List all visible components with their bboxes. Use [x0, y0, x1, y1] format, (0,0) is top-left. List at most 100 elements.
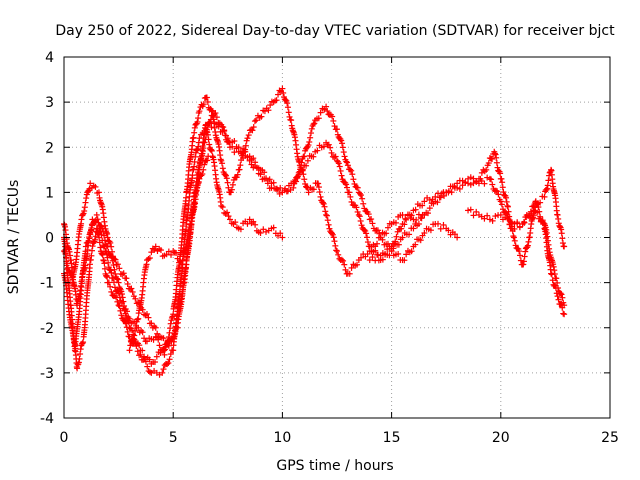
trace-mark [299, 166, 306, 173]
trace-mark [331, 123, 338, 130]
data-point [126, 347, 133, 354]
trace-mark [88, 252, 95, 259]
trace-mark [252, 221, 259, 228]
trace-mark [499, 179, 506, 186]
x-tick-label: 10 [273, 430, 291, 446]
data-point [465, 207, 472, 214]
trace-mark [354, 261, 361, 268]
trace-mark [353, 204, 360, 211]
trace-mark [141, 335, 148, 342]
trace-mark [114, 276, 121, 283]
trace-mark [517, 257, 524, 264]
trace-mark [113, 275, 120, 282]
data-point [170, 347, 177, 354]
trace-mark [558, 300, 565, 307]
trace-mark [277, 230, 284, 237]
trace-mark [270, 179, 277, 186]
trace-mark [250, 218, 257, 225]
trace-mark [503, 194, 510, 201]
grid-lines [64, 57, 610, 418]
trace-mark [348, 264, 355, 271]
trace-mark [130, 335, 137, 342]
trace-mark [338, 256, 345, 263]
trace-mark [153, 353, 160, 360]
trace-mark [445, 188, 452, 195]
trace-mark [520, 261, 527, 268]
data-point [104, 234, 111, 241]
trace-mark [205, 120, 212, 127]
trace-mark [368, 216, 375, 223]
trace-mark [121, 302, 128, 309]
trace-mark [328, 230, 335, 237]
data-point [305, 189, 312, 196]
y-tick-label: -4 [40, 411, 54, 427]
trace-mark [526, 212, 533, 219]
data-point [178, 261, 185, 268]
trace-mark [179, 257, 186, 264]
axis-ticks: 0 5 10 15 20 25 -4 -3 -2 -1 0 1 2 3 4 [40, 50, 619, 446]
trace-mark [489, 217, 496, 224]
trace-mark [548, 271, 555, 278]
data-point [126, 333, 133, 340]
trace-mark [495, 191, 502, 198]
trace-mark [160, 366, 167, 373]
trace-mark [87, 231, 94, 238]
trace-mark [295, 169, 302, 176]
trace-mark [125, 319, 132, 326]
trace-mark [101, 237, 108, 244]
trace-mark [152, 324, 159, 331]
trace-mark [212, 110, 219, 117]
trace-mark [342, 266, 349, 273]
trace-mark [143, 311, 150, 318]
trace-mark [407, 215, 414, 222]
trace-mark [536, 208, 543, 215]
trace-mark [555, 296, 562, 303]
trace-mark [219, 160, 226, 167]
data-point [196, 108, 203, 115]
data-point [366, 257, 373, 264]
trace-mark [107, 239, 114, 246]
trace-mark [335, 251, 342, 258]
trace-mark [324, 217, 331, 224]
trace-mark [484, 212, 491, 219]
data-point [530, 202, 537, 209]
data-point [366, 243, 373, 250]
trace-mark [456, 185, 463, 192]
trace-mark [330, 117, 337, 124]
data-point [432, 193, 439, 200]
trace-mark [83, 195, 90, 202]
trace-mark [204, 157, 211, 164]
trace-mark [323, 212, 330, 219]
trace-mark [537, 199, 544, 206]
trace-mark [120, 270, 127, 277]
trace-mark [503, 198, 510, 205]
data-point [454, 184, 461, 191]
trace-mark [434, 199, 441, 206]
data-point [257, 229, 264, 236]
trace-mark [516, 248, 523, 255]
y-tick-label: -3 [40, 366, 54, 382]
trace-mark [139, 329, 146, 336]
trace-mark [357, 217, 364, 224]
trace-mark [208, 147, 215, 154]
trace-mark [84, 239, 91, 246]
trace-mark [435, 220, 442, 227]
trace-mark [105, 259, 112, 266]
trace-mark [346, 189, 353, 196]
trace-mark [219, 165, 226, 172]
trace-mark [229, 181, 236, 188]
trace-mark [307, 134, 314, 141]
trace-mark [341, 153, 348, 160]
trace-mark [310, 186, 317, 193]
trace-mark [517, 252, 524, 259]
trace-mark [145, 255, 152, 262]
trace-mark [108, 254, 115, 261]
trace-mark [415, 220, 422, 227]
trace-mark [234, 171, 241, 178]
trace-mark [263, 228, 270, 235]
data-point [334, 248, 340, 255]
trace-mark [88, 226, 95, 233]
trace-mark [306, 138, 313, 145]
trace-mark [119, 294, 126, 301]
trace-mark [552, 284, 559, 291]
